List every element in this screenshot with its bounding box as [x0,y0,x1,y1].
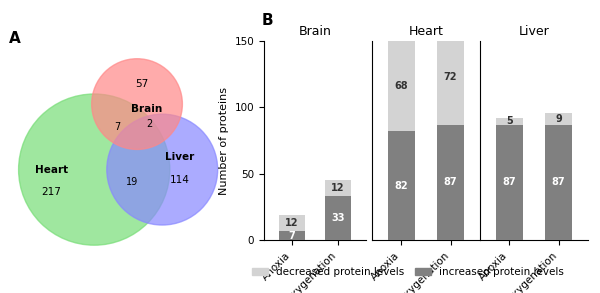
Bar [496,125,523,240]
Bar [437,125,464,240]
Text: 7: 7 [289,231,295,241]
Text: 12: 12 [285,218,299,228]
Bar [279,231,305,240]
Bar [496,118,523,125]
Bar [279,215,305,231]
Bar [388,41,415,131]
Bar [325,180,351,196]
Circle shape [92,59,182,149]
Text: 5: 5 [506,116,513,126]
Title: Brain: Brain [299,25,331,38]
Text: 114: 114 [170,175,190,185]
Bar [388,131,415,240]
Bar [325,196,351,240]
Text: 19: 19 [126,177,138,187]
Text: 7: 7 [114,122,120,132]
Bar [437,29,464,125]
Bar [545,125,572,240]
Text: 82: 82 [395,181,408,191]
Text: Heart: Heart [35,165,68,175]
Text: 33: 33 [331,213,345,223]
Circle shape [19,94,170,245]
Text: 68: 68 [395,81,408,91]
Text: 87: 87 [503,178,516,188]
Text: Brain: Brain [131,104,163,114]
Y-axis label: Number of proteins: Number of proteins [219,87,229,195]
Text: 72: 72 [444,72,457,82]
Text: 87: 87 [552,178,565,188]
Title: Heart: Heart [409,25,443,38]
Text: B: B [262,13,273,28]
Text: 9: 9 [555,114,562,124]
Text: 12: 12 [331,183,345,193]
Title: Liver: Liver [518,25,550,38]
Text: 57: 57 [136,79,149,89]
Circle shape [107,114,218,225]
Legend: decreased protein levels, increased protein levels: decreased protein levels, increased prot… [248,263,568,282]
Text: Liver: Liver [165,152,194,162]
Bar [545,113,572,125]
Text: 87: 87 [444,178,457,188]
Text: A: A [8,31,20,46]
Text: 217: 217 [41,187,61,197]
Text: 2: 2 [146,119,153,129]
